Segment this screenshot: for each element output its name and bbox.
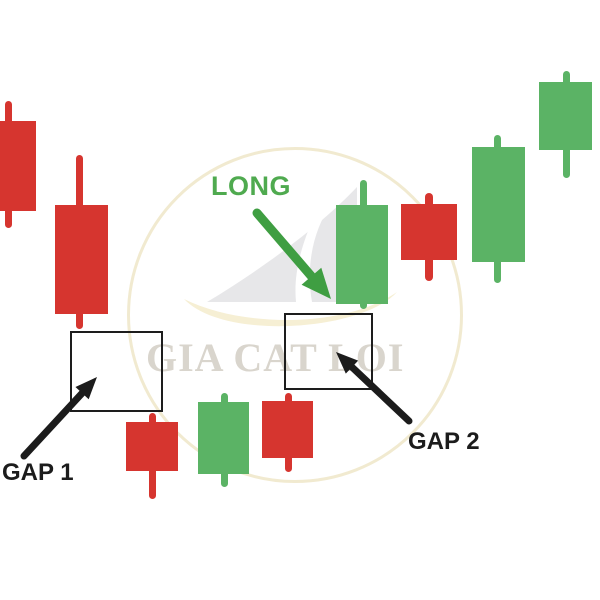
candle-3-bearish-body (126, 422, 178, 471)
candle-7-bearish-body (401, 204, 457, 260)
candle-1-bearish-body (0, 121, 36, 211)
gap2-label: GAP 2 (408, 428, 480, 455)
long-label: LONG (211, 171, 291, 201)
gap-box-1 (70, 331, 163, 412)
candle-4-bullish-body (198, 402, 249, 474)
gap1-label: GAP 1 (2, 459, 74, 486)
candle-8-bullish-body (472, 147, 525, 262)
candle-6-bullish-body (336, 205, 388, 304)
hull-icon (184, 292, 397, 327)
candle-9-bullish-body (539, 82, 592, 150)
watermark-ring-icon (127, 147, 463, 483)
candle-2-bearish-body (55, 205, 108, 314)
candle-5-bearish-body (262, 401, 313, 458)
gap-box-2 (284, 313, 373, 390)
